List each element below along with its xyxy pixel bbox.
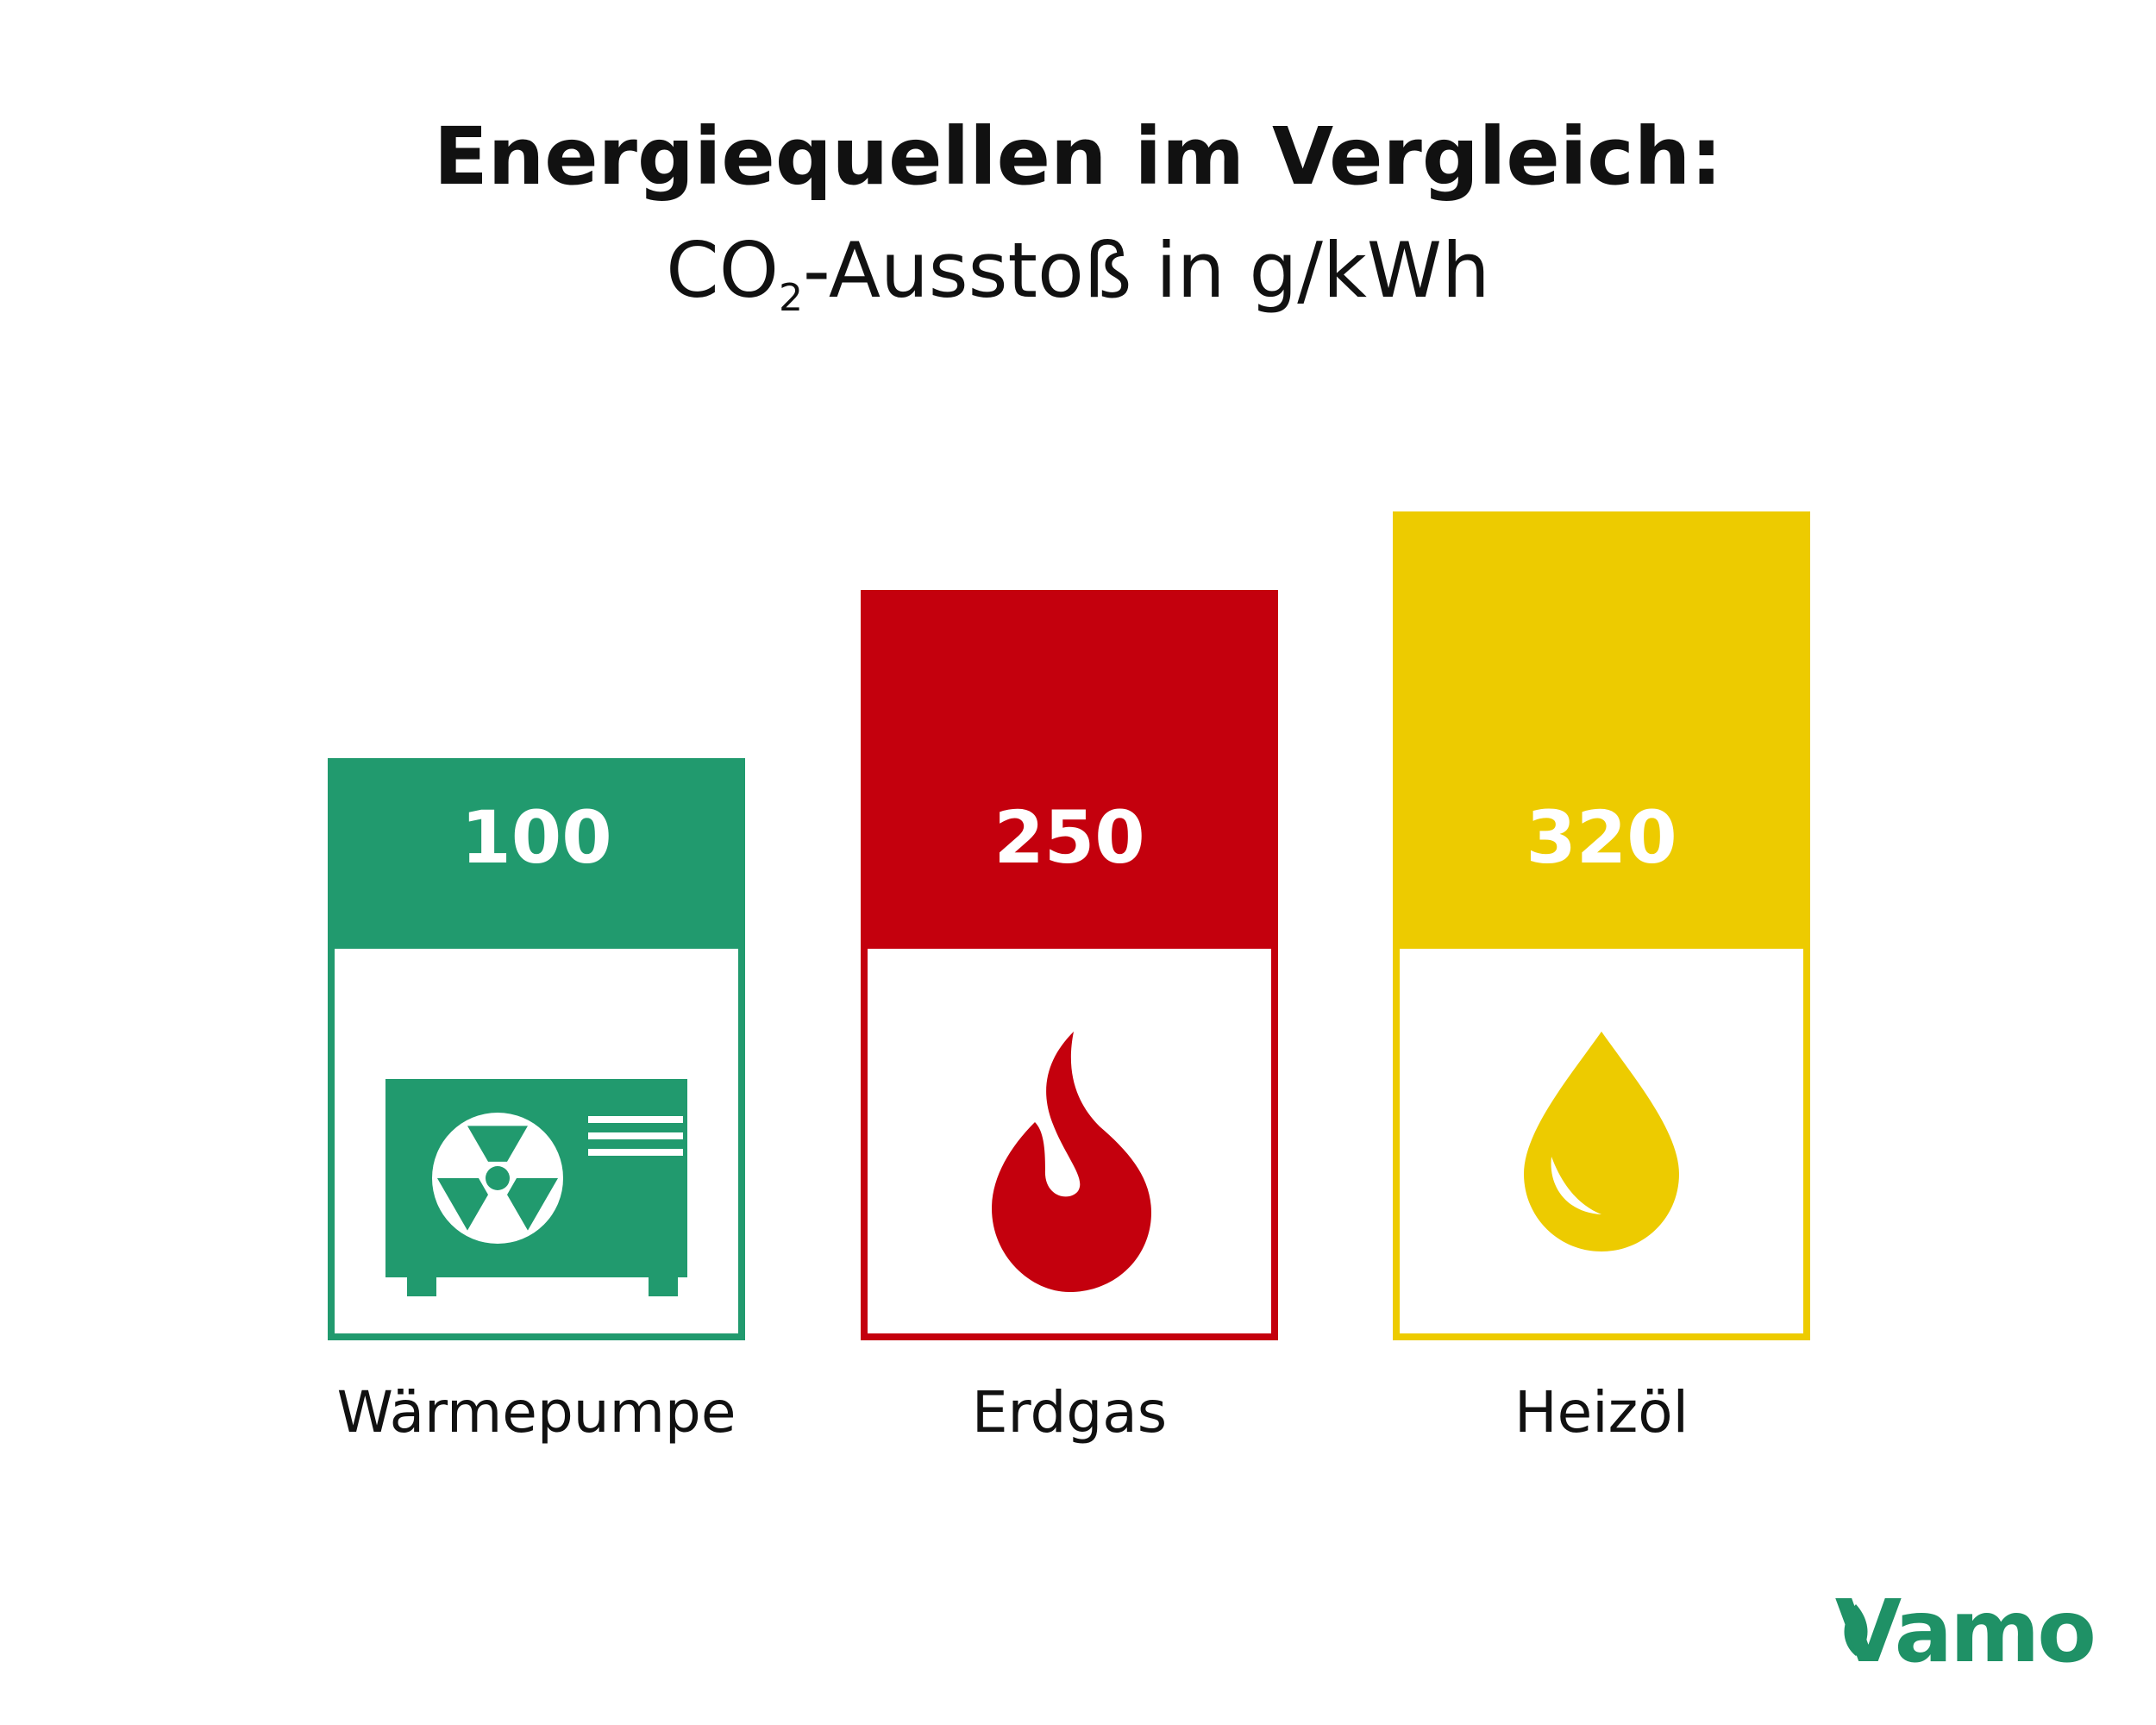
chart-subtitle: CO2-Ausstoß in g/kWh xyxy=(0,226,2156,320)
subtitle-prefix: CO xyxy=(666,226,780,315)
fan-blade xyxy=(507,1178,558,1231)
flame-shape xyxy=(992,1032,1151,1292)
logo-wordmark: Vamo xyxy=(1834,1581,2096,1682)
data-label: 320 xyxy=(1526,795,1677,880)
pump-foot-left xyxy=(407,1277,436,1296)
vent-line xyxy=(588,1149,683,1156)
heat-pump-icon xyxy=(385,1079,687,1296)
data-label: 100 xyxy=(461,795,611,880)
category-label: Wärmepumpe xyxy=(337,1379,736,1446)
bar xyxy=(328,758,745,945)
bar xyxy=(1393,511,1810,945)
vent-line xyxy=(588,1116,683,1123)
subtitle-suffix: -Ausstoß in g/kWh xyxy=(803,226,1490,315)
chart-title: Energiequellen im Vergleich: xyxy=(433,110,1723,203)
fan-blade xyxy=(437,1178,488,1231)
logo-leaf-icon xyxy=(1844,1604,1868,1656)
pump-foot-right xyxy=(649,1277,678,1296)
category-label: Erdgas xyxy=(972,1379,1167,1446)
leaf-shape xyxy=(1844,1604,1868,1656)
subtitle-subscript: 2 xyxy=(779,276,804,320)
bar-group: 320 Heizöl xyxy=(1393,511,1810,1446)
oil-drop-icon xyxy=(1524,1032,1679,1251)
category-label: Heizöl xyxy=(1514,1379,1689,1446)
data-label: 250 xyxy=(993,795,1144,880)
flame-icon xyxy=(992,1032,1151,1292)
bar xyxy=(861,590,1278,945)
fan-hub xyxy=(486,1166,510,1190)
vent-line xyxy=(588,1132,683,1139)
drop-highlight xyxy=(1551,1157,1601,1214)
bar-group: 250 Erdgas xyxy=(861,590,1278,1446)
fan-blade xyxy=(467,1126,528,1162)
bar-group: 100 Wärmepumpe xyxy=(328,758,745,1446)
vamo-logo: Vamo xyxy=(1834,1581,2096,1682)
